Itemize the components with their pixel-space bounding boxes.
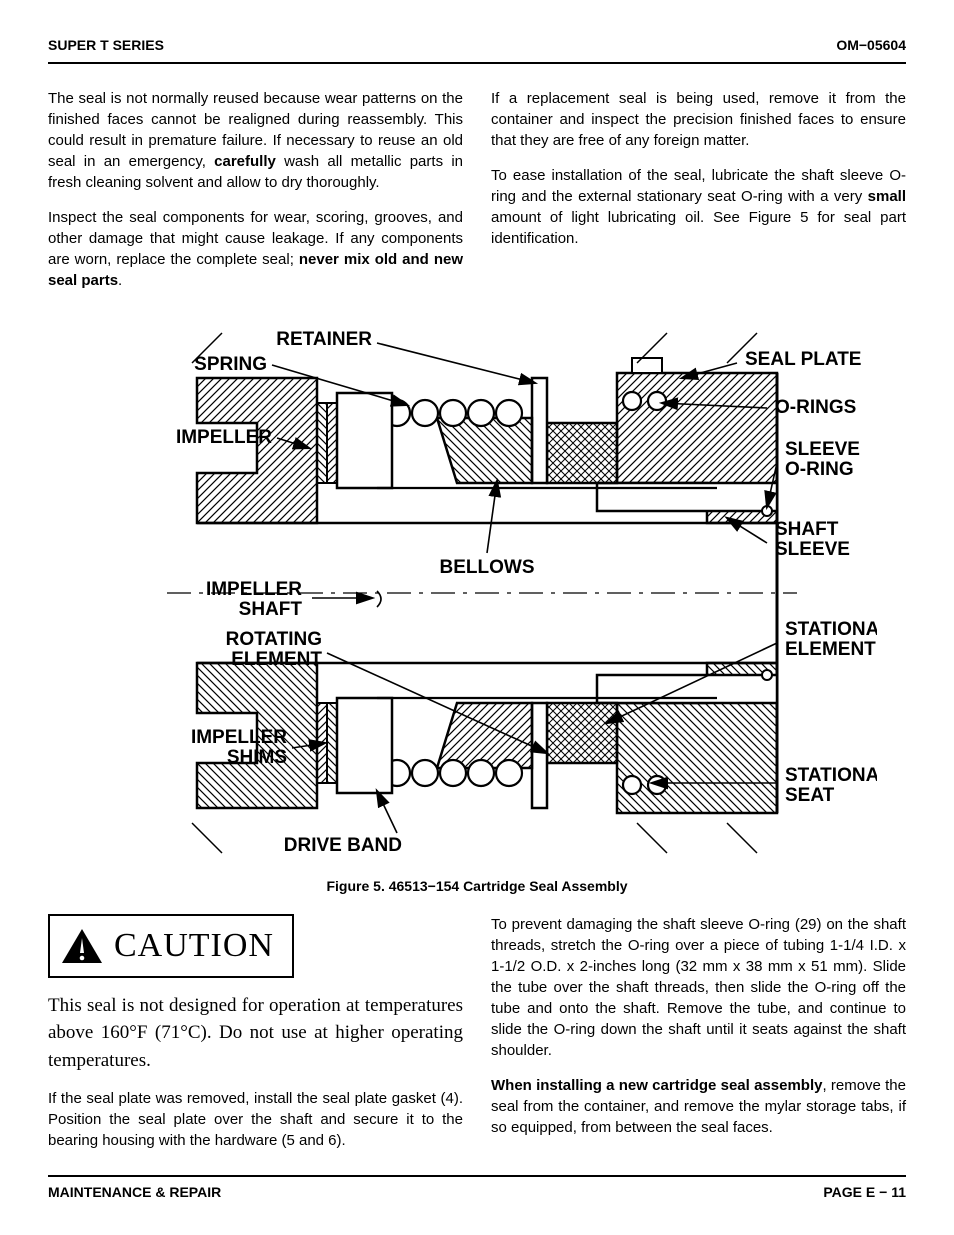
lbl-retainer: RETAINER [276, 329, 372, 350]
caution-text: This seal is not designed for operation … [48, 992, 463, 1075]
lbl-shims-2: SHIMS [227, 747, 287, 768]
caution-label: CAUTION [114, 922, 274, 970]
footer-right: PAGE E − 11 [823, 1183, 906, 1203]
figure-5: RETAINER SPRING IMPELLER BELLOWS IMPELLE… [48, 323, 906, 897]
body-paragraph: If a replacement seal is being used, rem… [491, 88, 906, 151]
body-paragraph: When installing a new cartridge seal ass… [491, 1075, 906, 1138]
header-left: SUPER T SERIES [48, 36, 164, 56]
warning-triangle-icon [60, 927, 104, 965]
lbl-drive-band: DRIVE BAND [284, 835, 402, 856]
lbl-sleeve-oring-1: SLEEVE [785, 439, 860, 460]
bottom-left-col: CAUTION This seal is not designed for op… [48, 914, 463, 1165]
lbl-shaft-sleeve-1: SHAFT [775, 519, 839, 540]
figure-caption: Figure 5. 46513−154 Cartridge Seal Assem… [48, 877, 906, 897]
top-text-columns: The seal is not normally reused because … [48, 88, 906, 305]
body-paragraph: The seal is not normally reused because … [48, 88, 463, 193]
body-paragraph: To ease installation of the seal, lubric… [491, 165, 906, 249]
body-paragraph: If the seal plate was removed, install t… [48, 1088, 463, 1151]
lbl-bellows: BELLOWS [440, 557, 535, 578]
body-paragraph: To prevent damaging the shaft sleeve O-r… [491, 914, 906, 1061]
top-right-col: If a replacement seal is being used, rem… [491, 88, 906, 305]
lbl-sleeve-oring-2: O-RING [785, 459, 854, 480]
seal-assembly-diagram: RETAINER SPRING IMPELLER BELLOWS IMPELLE… [77, 323, 877, 863]
header-right: OM−05604 [836, 36, 906, 56]
page-header: SUPER T SERIES OM−05604 [48, 36, 906, 64]
lbl-shaft-sleeve-2: SLEEVE [775, 539, 850, 560]
caution-box: CAUTION [48, 914, 294, 978]
body-paragraph: Inspect the seal components for wear, sc… [48, 207, 463, 291]
lbl-impeller-shaft-2: SHAFT [239, 599, 303, 620]
page-footer: MAINTENANCE & REPAIR PAGE E − 11 [48, 1175, 906, 1203]
lbl-stat-seat-1: STATIONARY [785, 765, 877, 786]
lbl-rotating-1: ROTATING [226, 629, 322, 650]
lbl-stat-el-2: ELEMENT [785, 639, 876, 660]
lbl-impeller-shaft-1: IMPELLER [206, 579, 302, 600]
lbl-stat-el-1: STATIONARY [785, 619, 877, 640]
bottom-text-columns: CAUTION This seal is not designed for op… [48, 914, 906, 1165]
lbl-shims-1: IMPELLER [191, 727, 287, 748]
lbl-rotating-2: ELEMENT [231, 649, 322, 670]
footer-left: MAINTENANCE & REPAIR [48, 1183, 221, 1203]
lbl-impeller: IMPELLER [176, 427, 272, 448]
top-left-col: The seal is not normally reused because … [48, 88, 463, 305]
lbl-seal-plate: SEAL PLATE [745, 349, 861, 370]
lbl-orings: O-RINGS [775, 397, 856, 418]
lbl-spring: SPRING [194, 354, 267, 375]
bottom-right-col: To prevent damaging the shaft sleeve O-r… [491, 914, 906, 1165]
lbl-stat-seat-2: SEAT [785, 785, 835, 806]
